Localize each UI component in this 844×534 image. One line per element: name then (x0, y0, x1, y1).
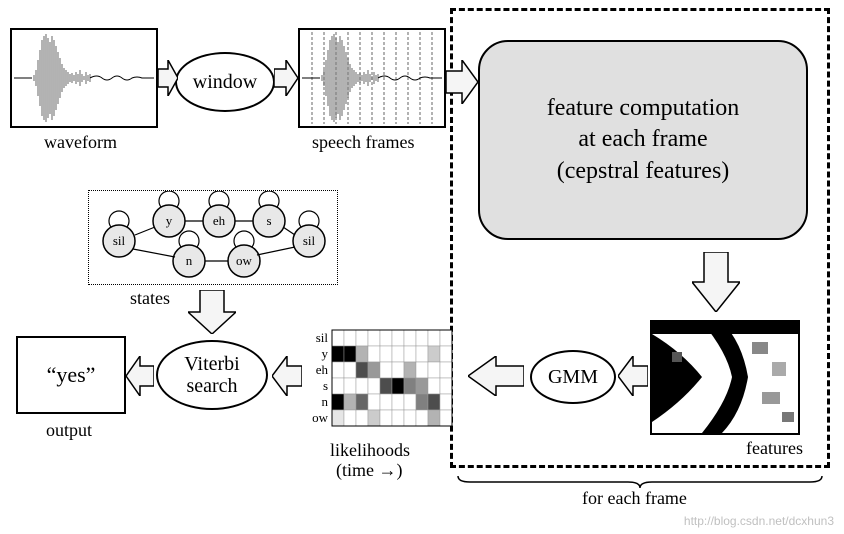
feature-box: feature computation at each frame (cepst… (478, 40, 808, 240)
frames-box (298, 28, 446, 128)
svg-text:y: y (166, 213, 173, 228)
feature-line2: at each frame (578, 124, 707, 155)
output-caption: output (46, 420, 92, 441)
output-text: “yes” (47, 362, 96, 388)
svg-text:eh: eh (316, 362, 329, 377)
feature-line1: feature computation (547, 93, 740, 124)
features-label: features (746, 438, 803, 459)
states-box: sil y eh s sil n ow (88, 190, 338, 285)
svg-text:y: y (322, 346, 329, 361)
svg-text:n: n (186, 253, 193, 268)
arrow-viterbi-output (126, 356, 154, 396)
svg-text:sil: sil (303, 233, 316, 248)
output-box: “yes” (16, 336, 126, 414)
viterbi-line1: Viterbi (184, 353, 239, 375)
features-box (650, 320, 800, 435)
window-ellipse: window (175, 52, 275, 112)
gmm-label: GMM (548, 366, 598, 389)
viterbi-line2: search (186, 375, 237, 397)
svg-text:eh: eh (213, 213, 226, 228)
waveform-label: waveform (44, 132, 117, 153)
svg-text:sil: sil (113, 233, 126, 248)
svg-text:ow: ow (312, 410, 329, 425)
likelihoods-label: likelihoods (330, 440, 410, 461)
likelihoods-grid: silyehsnow (304, 326, 454, 434)
watermark: http://blog.csdn.net/dcxhun3 (684, 514, 834, 528)
arrow-window-frames (274, 60, 298, 96)
arrow-features_img-gmm (618, 356, 648, 396)
foreach-label: for each frame (582, 488, 687, 509)
frames-label: speech frames (312, 132, 414, 153)
waveform-box (10, 28, 158, 128)
time-label: (time →) (336, 460, 402, 481)
arrow-waveform-window (158, 60, 178, 96)
brace-svg (450, 472, 830, 488)
feature-line3: (cepstral features) (557, 156, 730, 187)
gmm-ellipse: GMM (530, 350, 616, 404)
svg-text:ow: ow (236, 253, 253, 268)
svg-text:n: n (322, 394, 329, 409)
svg-text:s: s (266, 213, 271, 228)
waveform-svg (12, 30, 156, 126)
arrow-states-viterbi (188, 290, 236, 334)
viterbi-ellipse: Viterbi search (156, 340, 268, 410)
arrow-gmm-likelihoods (468, 356, 524, 396)
arrow-likelihoods-viterbi (272, 356, 302, 396)
svg-text:s: s (323, 378, 328, 393)
svg-text:sil: sil (316, 330, 329, 345)
window-label: window (193, 71, 257, 94)
arrow-feature-features_img (692, 252, 740, 312)
arrow-frames-feature (446, 60, 478, 104)
frames-svg (300, 30, 444, 126)
states-label: states (130, 288, 170, 309)
